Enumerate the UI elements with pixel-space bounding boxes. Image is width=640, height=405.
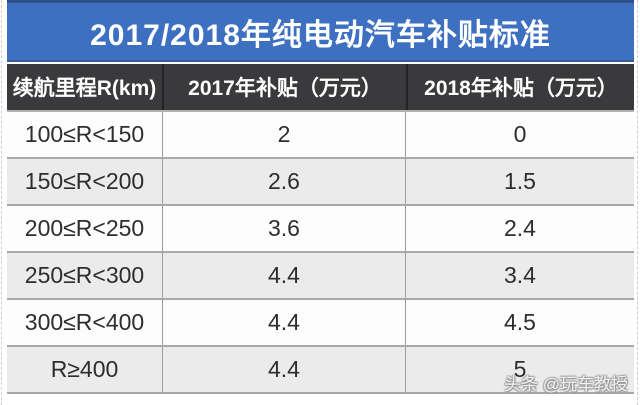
toutiao-watermark: 头条 @玩车教授 (504, 375, 628, 394)
cell-2017-value: 2 (162, 112, 405, 157)
table-row: R≥400 4.4 5 (7, 347, 634, 394)
table-header-row: 续航里程R(km) 2017年补贴（万元） 2018年补贴（万元） (7, 64, 634, 112)
cell-2018-value: 2.4 (405, 206, 634, 251)
table-row: 100≤R<150 2 0 (7, 112, 634, 159)
page-title: 2017/2018年纯电动汽车补贴标准 (90, 18, 551, 52)
cell-2018-value: 0 (405, 112, 634, 157)
right-dashed-edge (637, 0, 638, 405)
cell-2017-value: 4.4 (162, 253, 405, 298)
subsidy-table: 续航里程R(km) 2017年补贴（万元） 2018年补贴（万元） 100≤R<… (7, 64, 634, 394)
cell-range: R≥400 (50, 356, 119, 382)
header-2018-subsidy: 2018年补贴（万元） (406, 64, 634, 110)
table-row: 250≤R<300 4.4 3.4 (7, 253, 634, 300)
cell-2017-value: 4.4 (162, 300, 405, 345)
cell-range: 250≤R<300 (24, 262, 145, 288)
cell-range: 200≤R<250 (24, 215, 145, 241)
cell-2018-value: 4.5 (405, 300, 634, 345)
left-dashed-edge (1, 0, 2, 405)
cell-2017-value: 4.4 (162, 347, 405, 392)
title-bar: 2017/2018年纯电动汽车补贴标准 (7, 0, 634, 62)
table-row: 300≤R<400 4.4 4.5 (7, 300, 634, 347)
cell-2018-value: 1.5 (405, 159, 634, 204)
cell-2018-value: 5 (405, 347, 634, 392)
header-range: 续航里程R(km) (12, 77, 157, 100)
cell-2017-value: 3.6 (162, 206, 405, 251)
cell-2017-value: 2.6 (162, 159, 405, 204)
table-row: 150≤R<200 2.6 1.5 (7, 159, 634, 206)
cell-range: 100≤R<150 (24, 121, 145, 147)
header-2017-subsidy: 2017年补贴（万元） (162, 64, 406, 110)
table-row: 200≤R<250 3.6 2.4 (7, 206, 634, 253)
cell-range: 150≤R<200 (24, 168, 145, 194)
cell-range: 300≤R<400 (24, 309, 145, 335)
cell-2018-value: 3.4 (405, 253, 634, 298)
